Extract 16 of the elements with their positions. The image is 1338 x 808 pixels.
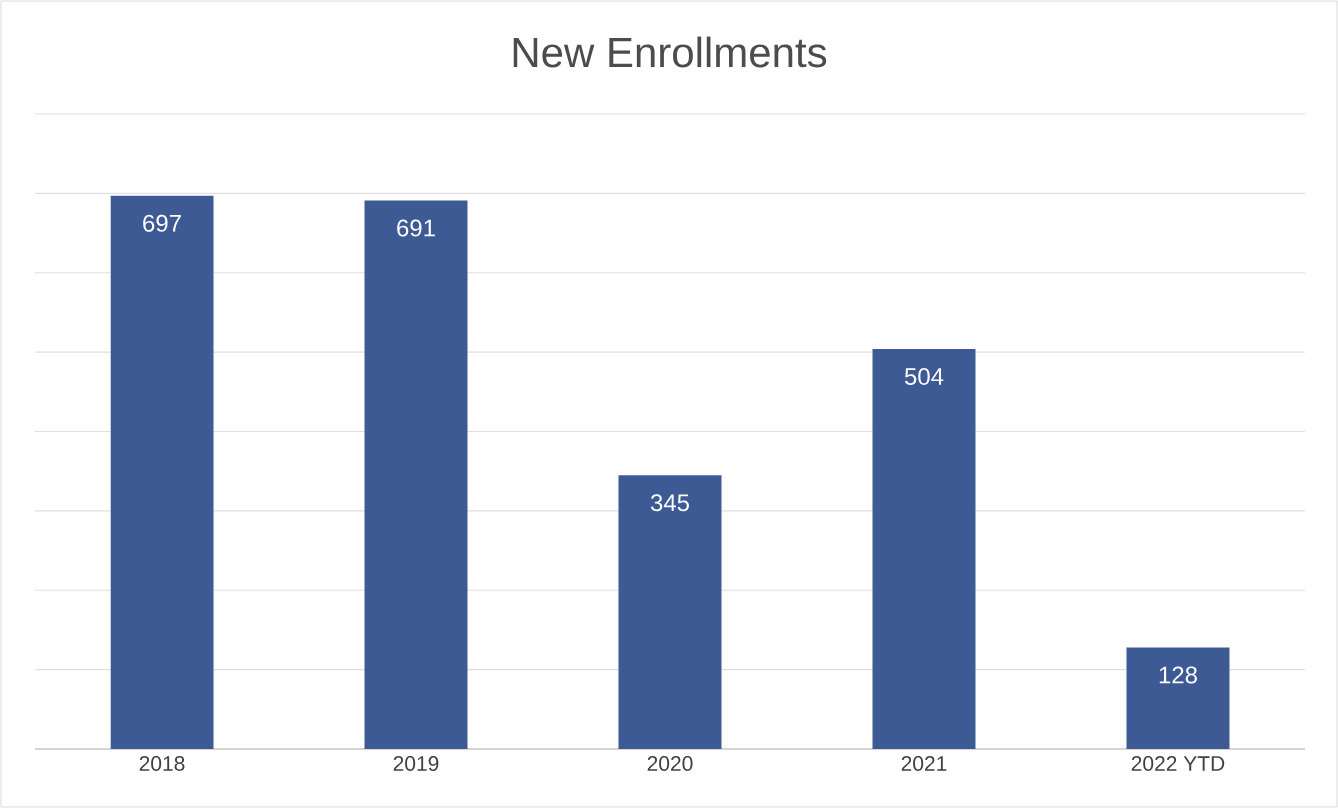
x-tick-label: 2019 [393, 756, 439, 771]
bar [110, 195, 214, 749]
x-tick-label: 2018 [139, 756, 185, 771]
bar [364, 200, 468, 749]
data-label: 697 [143, 214, 181, 232]
data-label: 345 [650, 494, 689, 512]
x-tick-label: 2021 [901, 756, 947, 771]
bar [872, 348, 976, 749]
data-label: 128 [1159, 666, 1197, 684]
bar [618, 475, 722, 749]
data-label: 691 [397, 219, 435, 237]
x-tick-label: 2020 [647, 756, 693, 771]
chart-title: New Enrollments [513, 36, 827, 68]
bar [1126, 647, 1230, 749]
data-label: 504 [904, 368, 944, 385]
x-tick-label: 2022 YTD [1131, 756, 1225, 771]
